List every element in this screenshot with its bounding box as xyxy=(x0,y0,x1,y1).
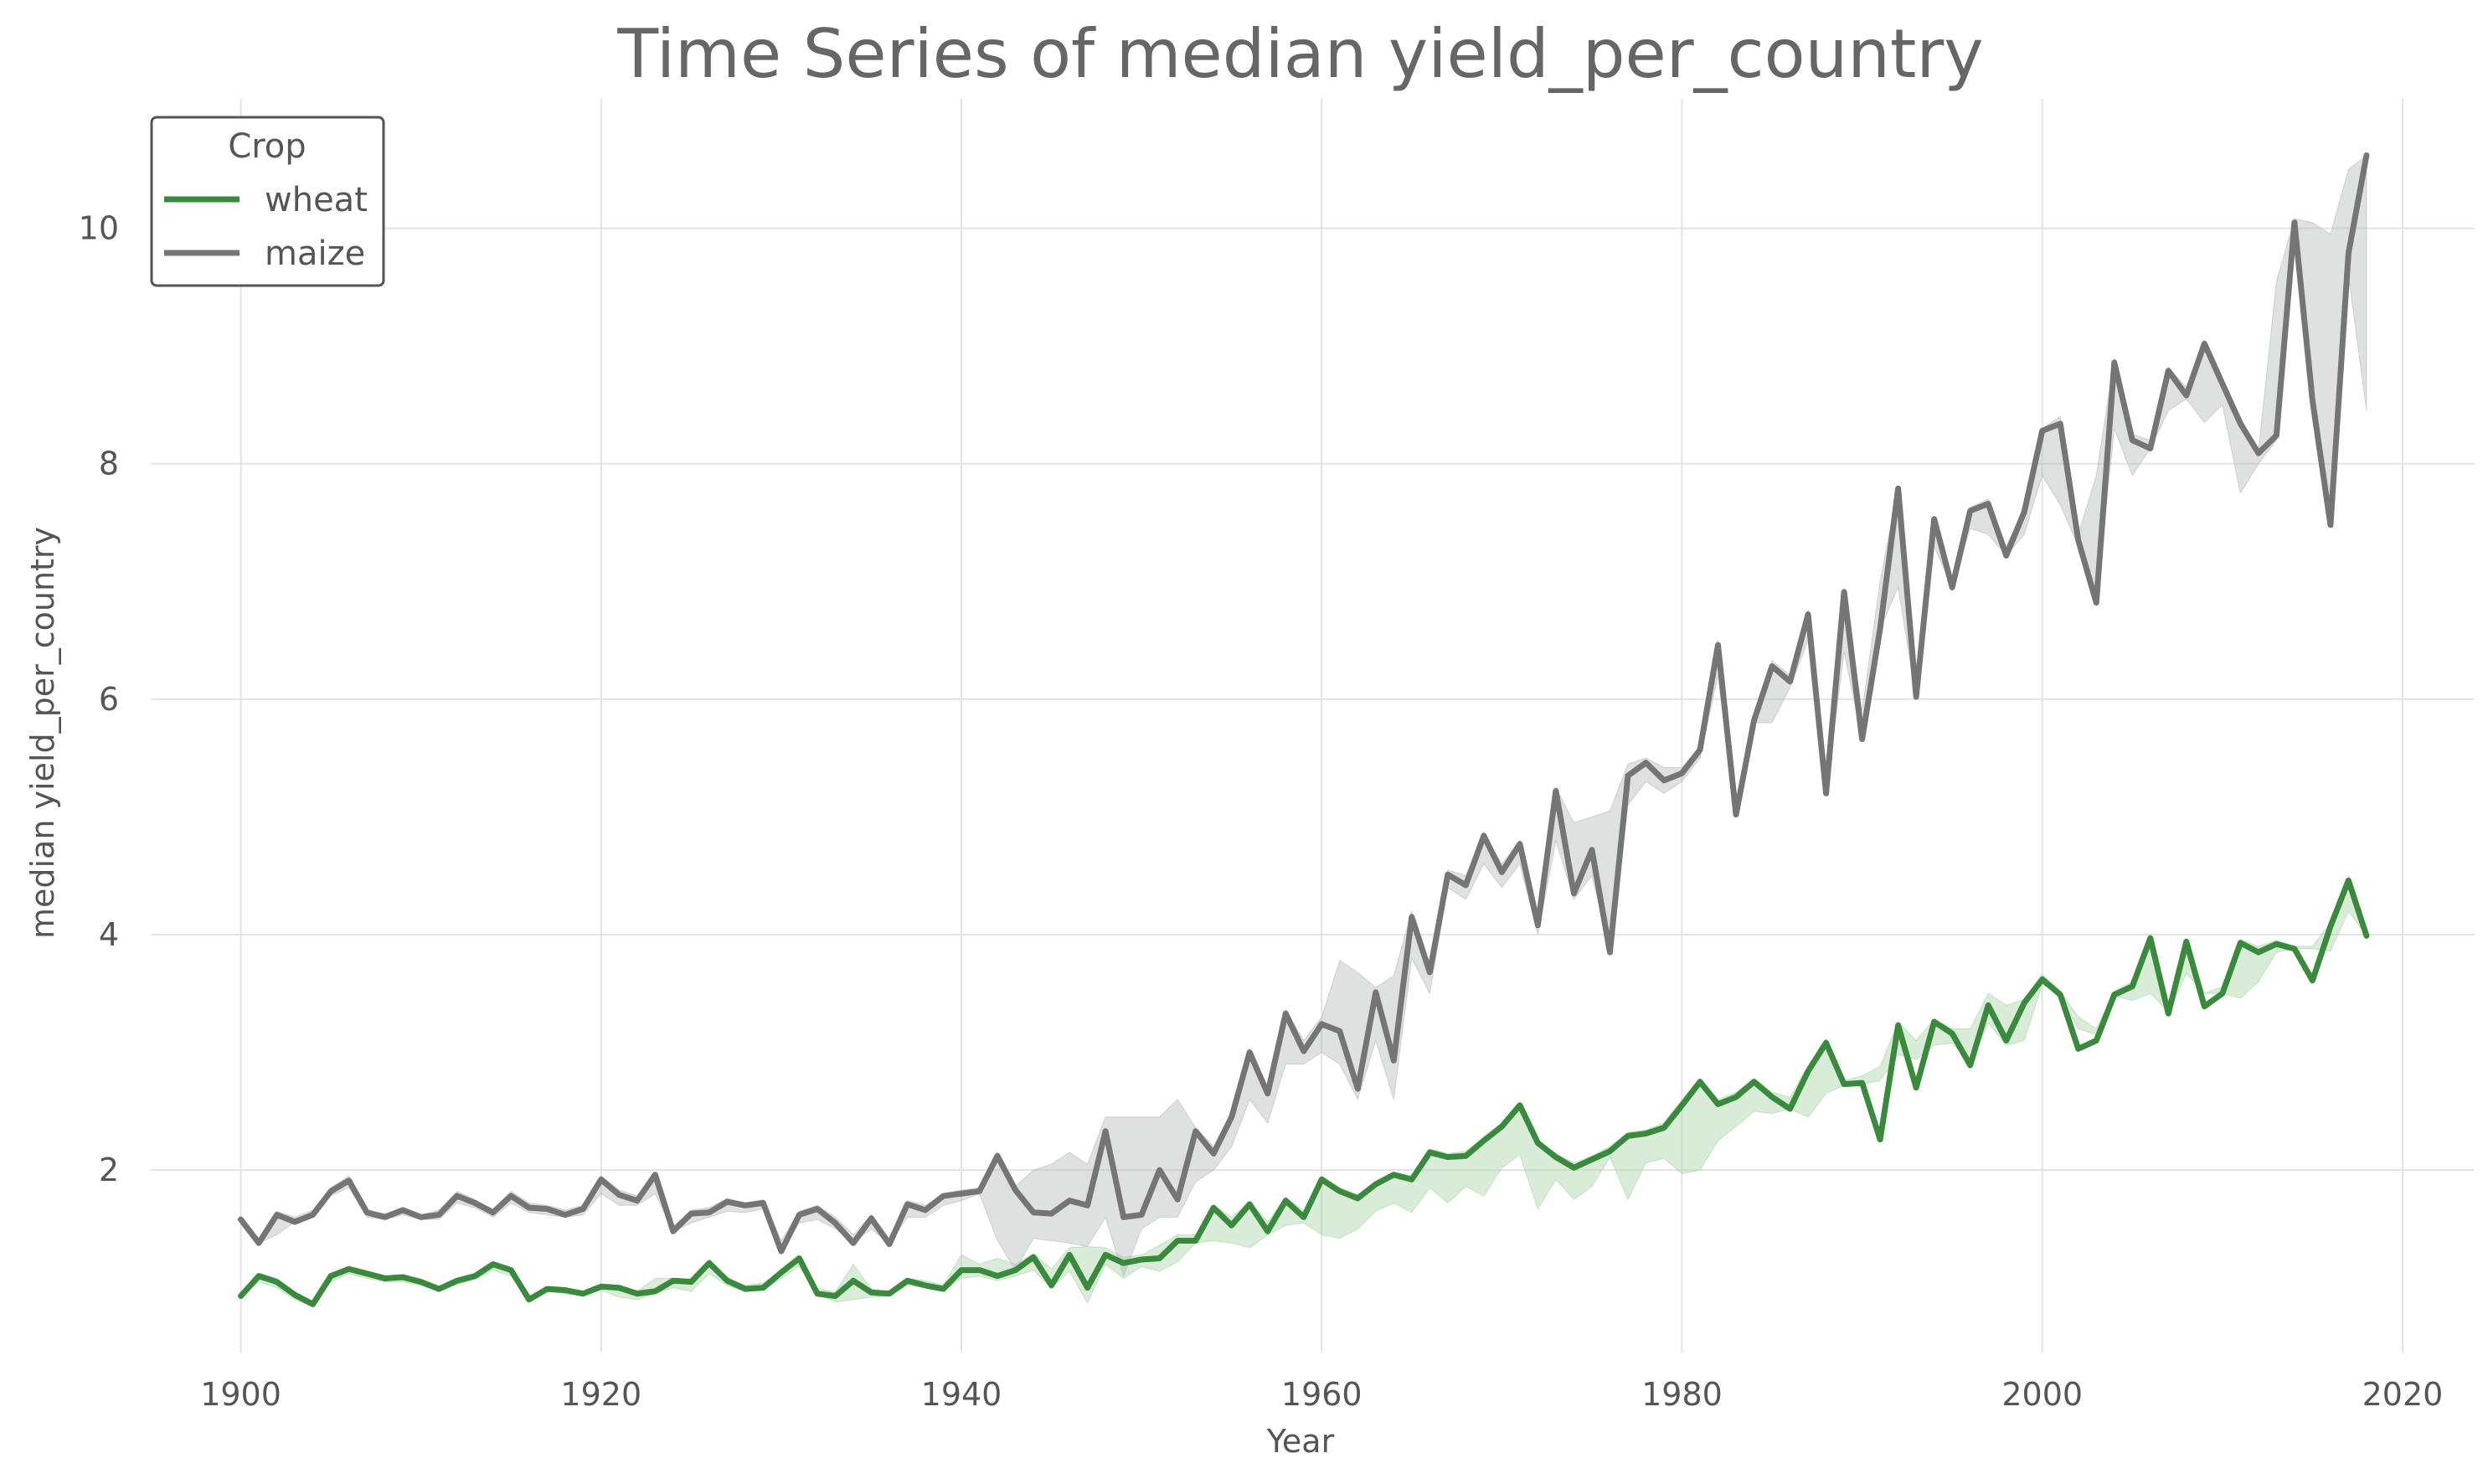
series-lines xyxy=(238,152,2370,1307)
y-tick-label: 4 xyxy=(99,916,119,953)
y-tick-label: 6 xyxy=(99,681,119,718)
legend-box xyxy=(150,116,385,287)
x-axis-ticks: 1900 1920 1940 1960 1980 2000 2020 xyxy=(200,1376,2443,1413)
x-tick-label: 1900 xyxy=(200,1376,281,1413)
x-tick-label: 1980 xyxy=(1641,1376,1723,1413)
legend-title: Crop xyxy=(228,127,306,166)
x-axis-label: Year xyxy=(1266,1423,1335,1460)
x-tick-label: 2020 xyxy=(2362,1376,2444,1413)
y-tick-label: 8 xyxy=(99,446,119,482)
maize-line xyxy=(238,152,2370,1255)
legend-label-wheat: wheat xyxy=(265,181,368,219)
x-tick-label: 1920 xyxy=(560,1376,641,1413)
confidence-bands xyxy=(240,154,2367,1307)
y-tick-label: 10 xyxy=(79,210,119,247)
x-tick-label: 1940 xyxy=(921,1376,1002,1413)
chart-title: Time Series of median yield_per_country xyxy=(616,15,1983,93)
x-tick-label: 1960 xyxy=(1281,1376,1362,1413)
y-axis-ticks: 2 4 6 8 10 xyxy=(79,210,119,1189)
y-axis-label: median yield_per_country xyxy=(24,527,61,939)
wheat-band xyxy=(240,874,2367,1307)
y-tick-label: 2 xyxy=(99,1152,119,1188)
x-tick-label: 2000 xyxy=(2001,1376,2083,1413)
legend-label-maize: maize xyxy=(265,234,365,273)
grid xyxy=(151,99,2475,1353)
legend: Crop wheat maize xyxy=(150,116,385,287)
maize-band xyxy=(240,154,2367,1278)
wheat-line xyxy=(238,877,2370,1307)
